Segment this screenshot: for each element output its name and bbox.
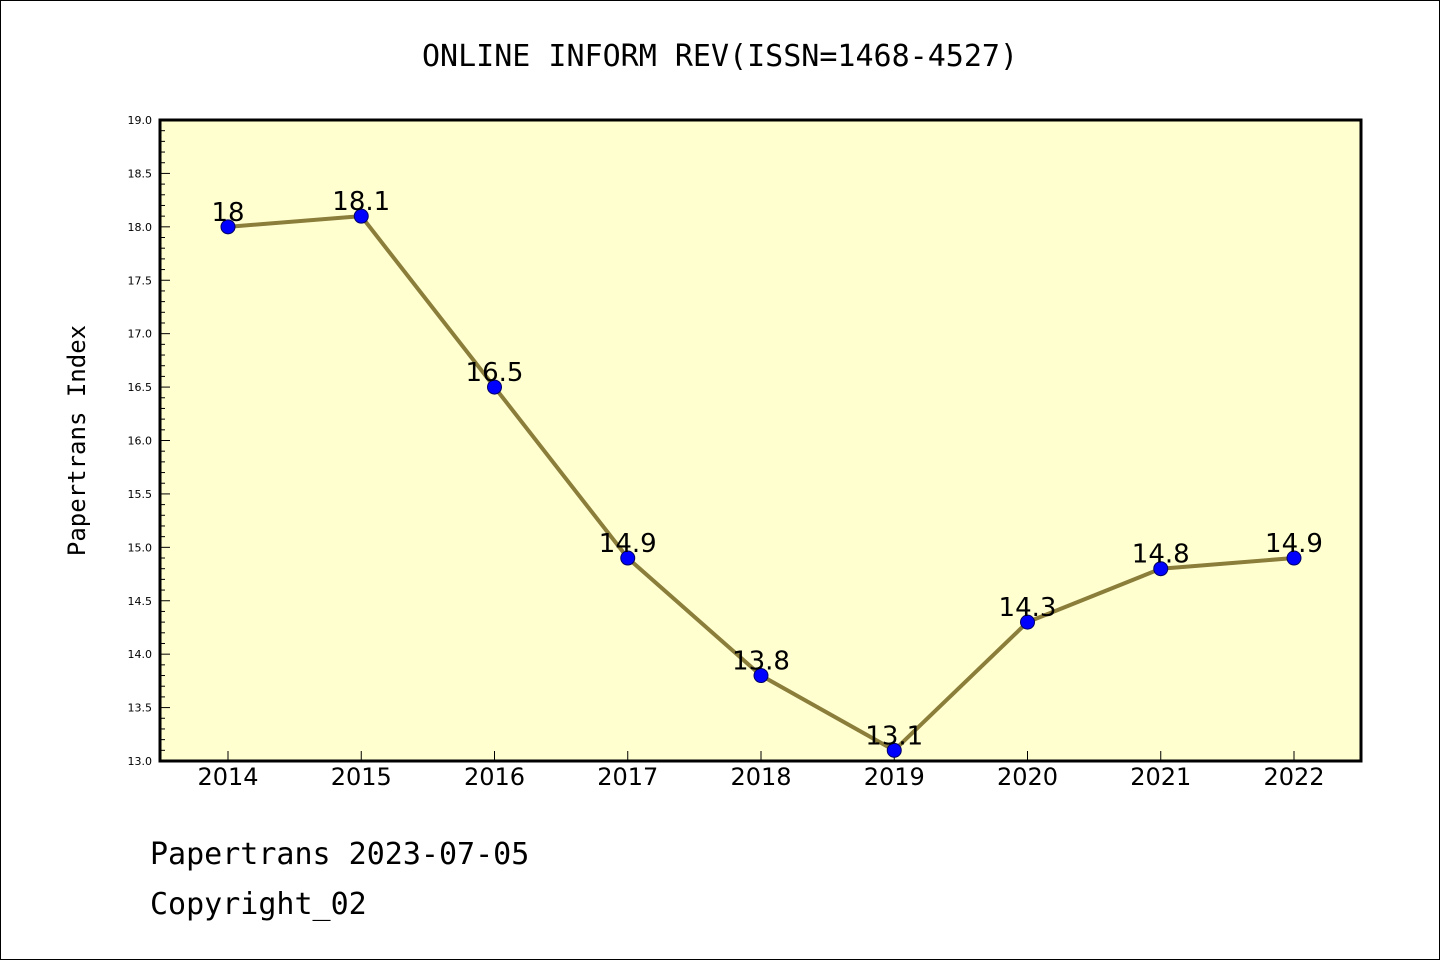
data-point (620, 550, 636, 566)
x-tick-label: 2017 (597, 763, 658, 791)
y-tick-label: 16.0 (128, 435, 153, 448)
data-label: 18.1 (332, 187, 390, 217)
data-label: 14.9 (599, 529, 657, 559)
plot-area (158, 118, 1363, 763)
data-label: 14.9 (1265, 529, 1323, 559)
footer-date: Papertrans 2023-07-05 (150, 837, 529, 872)
y-tick-label: 14.5 (128, 595, 153, 608)
x-axis: 2014 2015 2016 2017 2018 2019 2020 2021 2022 (197, 751, 1325, 791)
y-tick-label: 13.5 (128, 702, 153, 715)
y-tick-label: 19.0 (128, 114, 153, 127)
data-point (353, 208, 369, 224)
y-tick-label: 18.5 (128, 167, 153, 180)
y-tick-label: 17.5 (128, 274, 153, 287)
data-point (886, 742, 902, 758)
data-label: 14.3 (999, 593, 1057, 623)
x-tick-label: 2016 (464, 763, 525, 791)
data-labels: 18 18.1 16.5 14.9 13.8 13.1 14.3 14.8 14.9 (211, 187, 1322, 751)
y-tick-label: 13.0 (128, 755, 153, 768)
data-label: 16.5 (466, 358, 524, 388)
y-tick-label: 15.0 (128, 541, 153, 554)
chart-title: ONLINE INFORM REV(ISSN=1468-4527) (422, 39, 1018, 74)
x-tick-label: 2019 (864, 763, 925, 791)
x-tick-label: 2021 (1130, 763, 1191, 791)
data-label: 18 (211, 198, 244, 228)
y-tick-label: 18.0 (128, 221, 153, 234)
y-axis-label: Papertrans Index (63, 325, 91, 556)
x-tick-label: 2018 (730, 763, 791, 791)
series-markers (220, 208, 1302, 758)
y-tick-label: 15.5 (128, 488, 153, 501)
data-point (753, 668, 769, 684)
y-minor-ticks (160, 119, 170, 762)
x-tick-label: 2014 (197, 763, 258, 791)
data-label: 13.8 (732, 647, 790, 677)
data-label: 14.8 (1132, 540, 1190, 570)
y-axis: 13.0 13.5 14.0 14.5 15.0 15.5 16.0 16.5 17.0 17.5… (128, 114, 153, 768)
data-point (1020, 614, 1035, 630)
data-point (1153, 561, 1169, 577)
data-point (1286, 550, 1302, 566)
y-tick-label: 16.5 (128, 381, 153, 394)
data-point (487, 379, 502, 395)
y-tick-label: 17.0 (128, 328, 153, 341)
y-tick-label: 14.0 (128, 648, 153, 661)
data-label: 13.1 (865, 721, 923, 751)
x-tick-label: 2020 (997, 763, 1058, 791)
x-tick-label: 2022 (1263, 763, 1324, 791)
data-point (220, 219, 236, 235)
footer-copyright: Copyright_02 (150, 887, 367, 922)
x-tick-label: 2015 (331, 763, 392, 791)
